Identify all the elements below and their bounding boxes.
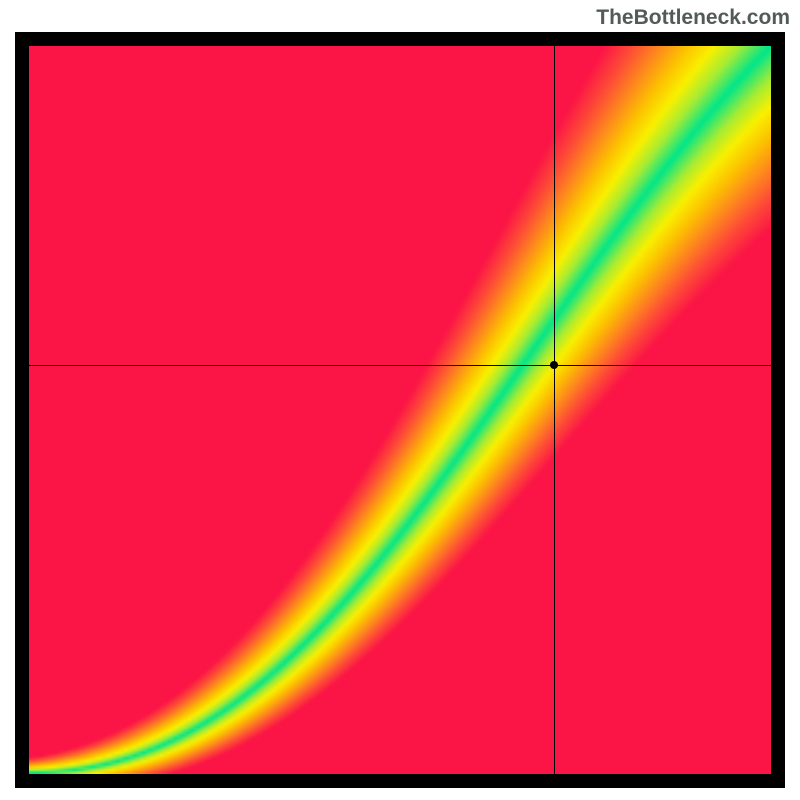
crosshair-vertical [554, 46, 555, 774]
watermark-label: TheBottleneck.com [596, 6, 790, 30]
crosshair-horizontal [29, 365, 771, 366]
crosshair-marker [550, 361, 558, 369]
heatmap-canvas [29, 46, 771, 774]
heatmap-frame [15, 32, 785, 788]
heatmap-canvas-wrap [29, 46, 771, 774]
